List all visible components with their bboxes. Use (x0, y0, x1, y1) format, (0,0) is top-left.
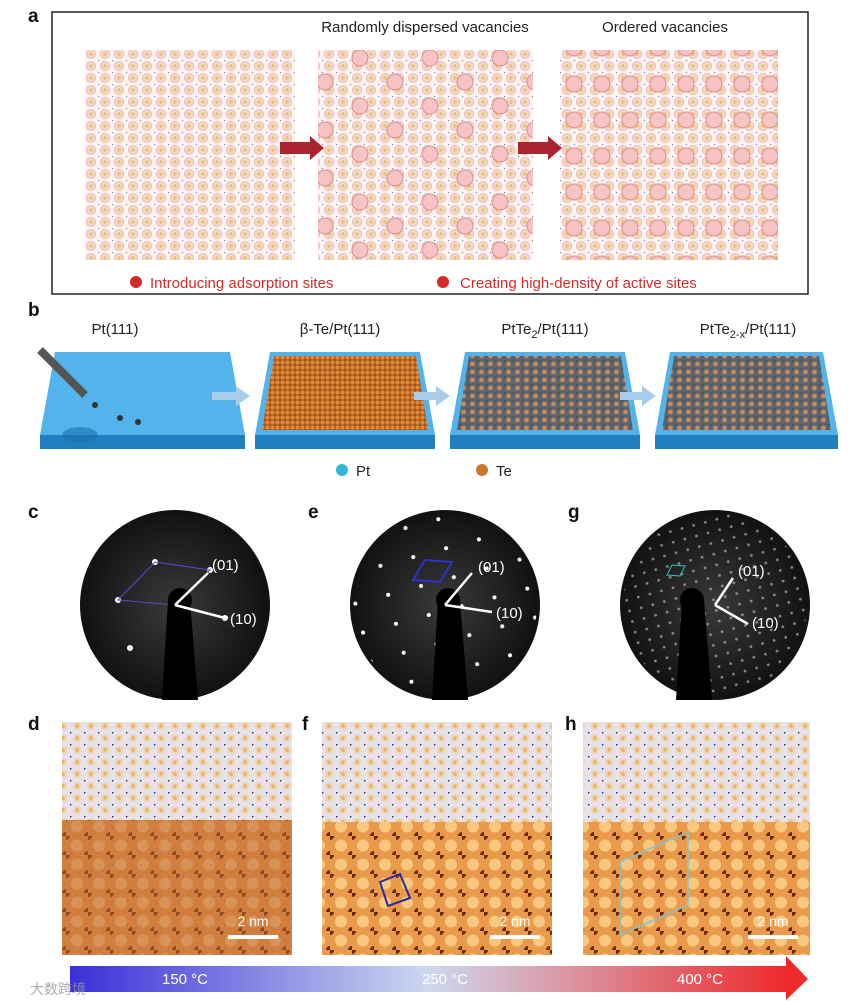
panel-label: d (28, 714, 40, 735)
stage-label: PtTe2/Pt(111) (501, 321, 588, 341)
arrow (414, 386, 450, 406)
slab (655, 352, 838, 449)
legend-label: Pt (356, 463, 371, 480)
vector-label: (10) (496, 605, 523, 622)
temperature-label: 400 °C (677, 971, 723, 988)
vector-label: (01) (212, 557, 239, 574)
vacancies (318, 50, 533, 260)
panel-frame (51, 11, 809, 295)
note: Introducing adsorption sites (150, 275, 333, 292)
stage-label: PtTe2-x/Pt(111) (700, 321, 796, 341)
arrow (212, 386, 250, 406)
bullet (437, 276, 449, 288)
scale-label: 2 nm (499, 913, 530, 929)
panel-label: f (302, 714, 309, 735)
temperature-label: 150 °C (162, 971, 208, 988)
legend-label: Te (496, 463, 512, 480)
watermark: 大数跨境 (30, 981, 86, 997)
slab (37, 347, 245, 449)
stage-label: Pt(111) (92, 321, 139, 338)
stm-image (583, 722, 810, 955)
vector-label: (10) (230, 611, 257, 628)
lattice (85, 50, 295, 260)
subtitle: Ordered vacancies (602, 19, 728, 36)
slab (450, 352, 640, 449)
temperature-label: 250 °C (422, 971, 468, 988)
temperature-arrow (786, 956, 808, 1000)
temperature-bar (70, 966, 788, 992)
vector-label: (01) (478, 559, 505, 576)
panel-label: a (28, 6, 39, 27)
bullet (130, 276, 142, 288)
arrow (280, 136, 324, 160)
stm-image (322, 722, 552, 955)
vector-arrows (174, 572, 749, 626)
note: Creating high-density of active sites (460, 275, 697, 292)
stm-image (62, 722, 292, 955)
legend-swatch (476, 464, 488, 476)
scale-bar (228, 935, 798, 939)
panel-label: b (28, 300, 40, 321)
subtitle: Randomly dispersed vacancies (321, 19, 529, 36)
scale-label: 2 nm (757, 913, 788, 929)
arrow (518, 136, 562, 160)
stage-label: β-Te/Pt(111) (300, 321, 381, 338)
vector-label: (10) (752, 615, 779, 632)
legend-swatch (336, 464, 348, 476)
arrow (620, 386, 656, 406)
panel-label: e (308, 502, 319, 523)
panel-label: h (565, 714, 577, 735)
panel-label: c (28, 502, 39, 523)
vector-label: (01) (738, 563, 765, 580)
scale-label: 2 nm (237, 913, 268, 929)
slab (255, 352, 435, 449)
panel-label: g (568, 502, 580, 523)
vacancies (560, 50, 778, 260)
